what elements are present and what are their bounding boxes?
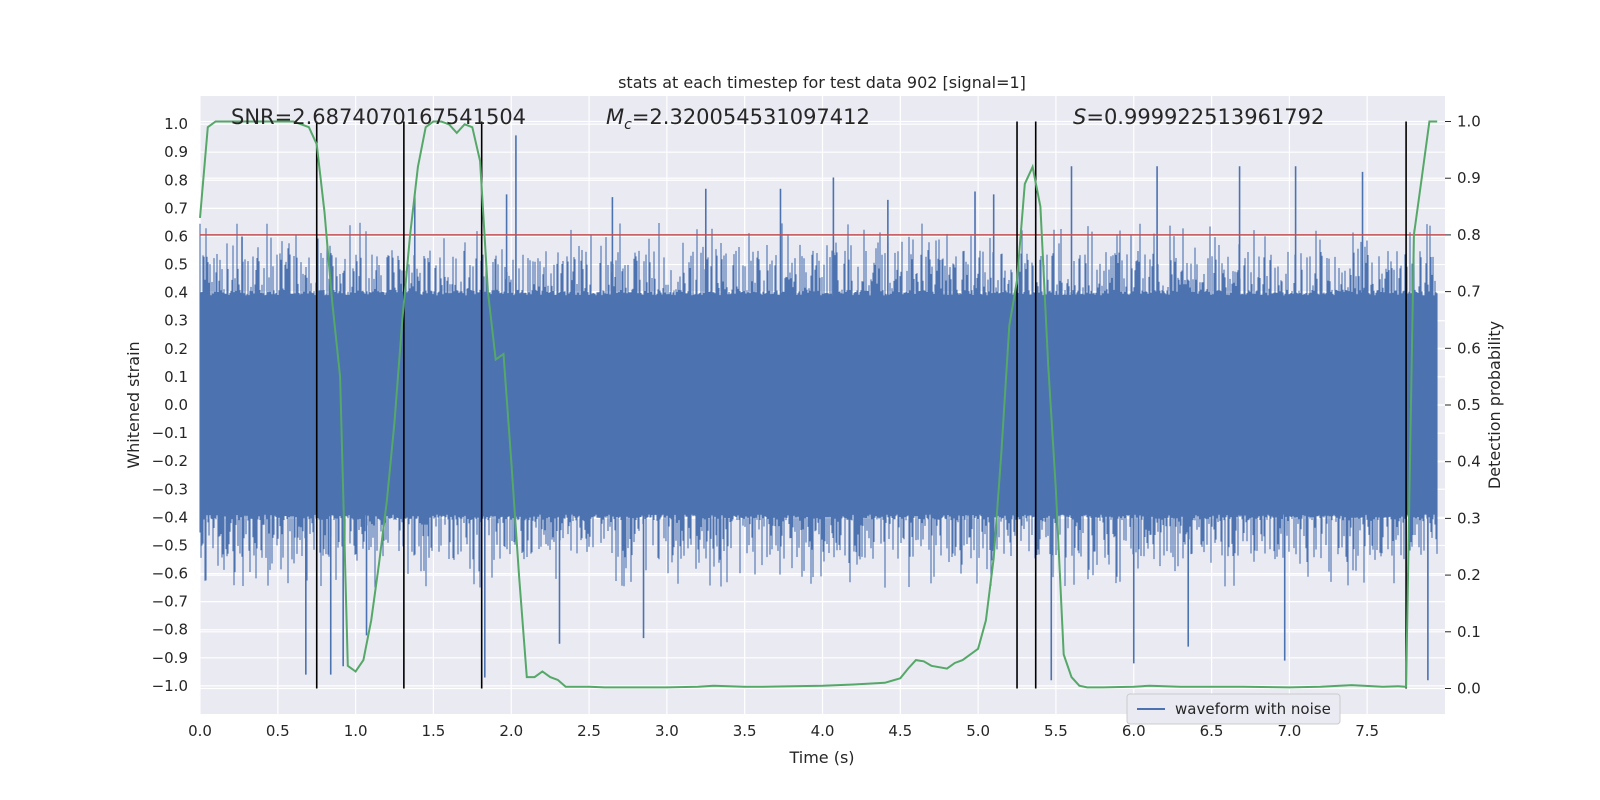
y-tick-label: 0.9 <box>164 143 188 161</box>
y-tick-label: 0.7 <box>164 199 188 217</box>
probability-series <box>199 120 1438 689</box>
legend: waveform with noise <box>1126 693 1341 725</box>
y-tick-label: −0.3 <box>152 480 188 498</box>
x-tick-label: 2.5 <box>577 722 601 740</box>
x-tick-label: 7.5 <box>1355 722 1379 740</box>
chirp-mass-annotation: Mc=2.320054531097412 <box>606 105 870 133</box>
waveform-noise-trace <box>199 222 1438 588</box>
y-tick-label: −0.1 <box>152 424 188 442</box>
y-tick-label: 0.6 <box>164 227 188 245</box>
y-tick-label: 0.5 <box>164 256 188 274</box>
y2-tick-label: 0.0 <box>1457 679 1481 697</box>
tick-labels: 0.0 0.5 1.0 1.5 2.0 2.5 3.0 3.5 4.0 4.5 5.0 5.5 6.0 6… <box>152 113 1481 740</box>
chirp-mass-value: =2.320054531097412 <box>632 105 870 129</box>
x-tick-label: 3.5 <box>733 722 757 740</box>
x-tick-label: 3.0 <box>655 722 679 740</box>
s-symbol: S <box>1073 105 1086 129</box>
chart-title: stats at each timestep for test data 902… <box>618 73 1026 92</box>
y2-tick-label: 0.1 <box>1457 623 1481 641</box>
x-tick-label: 1.5 <box>422 722 446 740</box>
legend-label: waveform with noise <box>1175 700 1331 718</box>
x-tick-label: 0.5 <box>266 722 290 740</box>
y2-tick-label: 1.0 <box>1457 113 1481 131</box>
x-axis-label: Time (s) <box>788 748 854 767</box>
y-tick-label: 0.2 <box>164 340 188 358</box>
y2-tick-label: 0.9 <box>1457 169 1481 187</box>
snr-annotation: SNR=2.6874070167541504 <box>231 105 526 129</box>
y-tick-label: 0.1 <box>164 368 188 386</box>
y2-tick-label: 0.5 <box>1457 396 1481 414</box>
chirp-mass-subscript: c <box>624 117 632 133</box>
y-tick-label: −0.8 <box>152 621 188 639</box>
y2-tick-label: 0.2 <box>1457 566 1481 584</box>
y2-axis-label: Detection probability <box>1485 321 1504 489</box>
x-tick-label: 5.5 <box>1044 722 1068 740</box>
y-tick-label: −0.7 <box>152 593 188 611</box>
y-tick-label: 0.3 <box>164 312 188 330</box>
s-value: =0.999922513961792 <box>1086 105 1324 129</box>
x-tick-label: 6.5 <box>1200 722 1224 740</box>
y-tick-label: −0.4 <box>152 508 188 526</box>
y-tick-label: −0.5 <box>152 536 188 554</box>
probability-line <box>199 120 1438 689</box>
y-tick-label: −0.9 <box>152 649 188 667</box>
y-axis-label: Whitened strain <box>124 341 143 468</box>
y-tick-label: −0.6 <box>152 565 188 583</box>
waveform-series <box>199 135 1438 681</box>
y-tick-label: 1.0 <box>164 115 188 133</box>
y-tick-label: −1.0 <box>152 677 188 695</box>
x-tick-label: 1.0 <box>344 722 368 740</box>
x-tick-label: 4.5 <box>888 722 912 740</box>
y-tick-label: 0.8 <box>164 171 188 189</box>
y-tick-label: 0.0 <box>164 396 188 414</box>
x-tick-label: 0.0 <box>188 722 212 740</box>
x-tick-label: 7.0 <box>1277 722 1301 740</box>
vertical-markers <box>315 121 1407 689</box>
y-tick-label: 0.4 <box>164 284 188 302</box>
legend-box <box>1126 693 1341 725</box>
y-tick-label: −0.2 <box>152 452 188 470</box>
y2-tick-label: 0.7 <box>1457 283 1481 301</box>
y2-tick-label: 0.8 <box>1457 226 1481 244</box>
y2-tick-label: 0.3 <box>1457 509 1481 527</box>
x-tick-label: 4.0 <box>811 722 835 740</box>
s-annotation: S=0.999922513961792 <box>1073 105 1324 129</box>
x-tick-label: 6.0 <box>1122 722 1146 740</box>
x-tick-label: 5.0 <box>966 722 990 740</box>
y2-tick-label: 0.6 <box>1457 339 1481 357</box>
y2-tick-label: 0.4 <box>1457 453 1481 471</box>
x-tick-label: 2.0 <box>499 722 523 740</box>
chirp-mass-symbol: M <box>606 105 624 129</box>
